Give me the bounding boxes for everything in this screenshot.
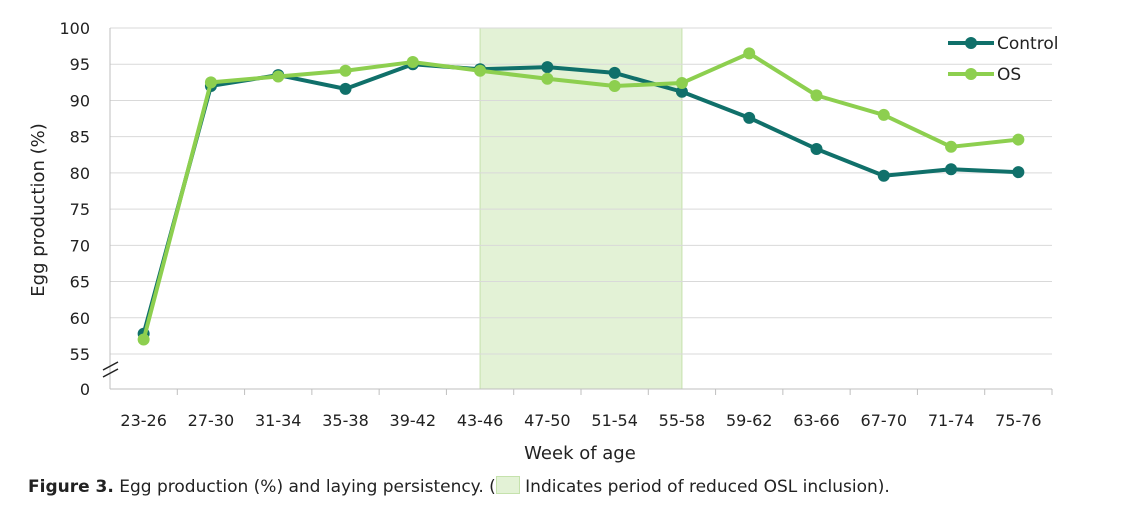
caption-text-after: Indicates period of reduced OSL inclusio…	[519, 477, 890, 497]
legend-label: OS	[997, 65, 1021, 85]
data-point-os	[945, 140, 958, 153]
data-point-os	[272, 70, 285, 83]
x-tick-label: 27-30	[188, 411, 235, 430]
highlight-band	[479, 27, 683, 390]
data-point-os	[474, 64, 487, 77]
chart: 0 55 60 65 70 75 80 85 90 95 100 23-26 27-30 31-34 35-…	[28, 19, 1058, 464]
x-tick-label: 39-42	[390, 411, 437, 430]
x-tick-label: 51-54	[591, 411, 638, 430]
data-point-control	[743, 111, 756, 124]
data-point-control	[1012, 166, 1025, 179]
x-tick-label: 59-62	[726, 411, 773, 430]
y-tick-label: 90	[70, 91, 90, 110]
data-point-os	[1012, 133, 1025, 146]
figure-label: Figure 3.	[28, 477, 114, 497]
x-tick-label: 67-70	[861, 411, 908, 430]
x-axis-title: Week of age	[524, 443, 636, 464]
data-point-os	[877, 108, 890, 121]
y-tick-label: 55	[70, 345, 90, 364]
data-point-os	[743, 47, 756, 60]
y-tick-label: 85	[70, 128, 90, 147]
y-tick-label: 95	[70, 55, 90, 74]
y-tick-label: 75	[70, 200, 90, 219]
x-tick-label: 31-34	[255, 411, 302, 430]
data-point-os	[204, 76, 217, 89]
data-point-control	[945, 163, 958, 176]
data-point-control	[608, 66, 621, 79]
x-tick-label: 63-66	[793, 411, 840, 430]
highlight-swatch	[495, 476, 520, 494]
y-axis-title: Egg production (%)	[28, 123, 49, 296]
series-line-os	[141, 51, 1019, 341]
data-point-control	[877, 169, 890, 182]
legend-marker	[965, 68, 977, 80]
y-tick-label: 100	[59, 19, 90, 38]
legend-marker	[965, 37, 977, 49]
y-tick-label: 80	[70, 164, 90, 183]
x-tick-label: 23-26	[120, 411, 167, 430]
y-tick-label: 60	[70, 309, 90, 328]
x-tick-label: 35-38	[322, 411, 369, 430]
data-point-os	[406, 56, 419, 69]
data-point-os	[675, 77, 688, 90]
data-point-os	[541, 72, 554, 85]
data-point-os	[137, 333, 150, 346]
data-point-control	[339, 82, 352, 95]
x-tick-label: 71-74	[928, 411, 975, 430]
y-tick-label: 65	[70, 273, 90, 292]
y-tick-label: 0	[80, 380, 90, 399]
x-tick-label: 47-50	[524, 411, 571, 430]
data-point-control	[810, 142, 823, 155]
legend-label: Control	[997, 34, 1058, 54]
data-point-os	[810, 89, 823, 102]
x-tick-label: 55-58	[659, 411, 706, 430]
caption-text-before: Egg production (%) and laying persistenc…	[113, 477, 496, 497]
y-tick-label: 70	[70, 236, 90, 255]
data-point-control	[541, 61, 554, 74]
x-tick-label: 43-46	[457, 411, 504, 430]
data-point-control	[675, 85, 688, 98]
data-point-os	[339, 64, 352, 77]
data-point-os	[608, 79, 621, 92]
x-tick-label: 75-76	[995, 411, 1042, 430]
axis-break-mark	[102, 361, 119, 371]
axis-break-mark	[102, 368, 119, 378]
figure-caption: Figure 3. Egg production (%) and laying …	[28, 476, 890, 497]
